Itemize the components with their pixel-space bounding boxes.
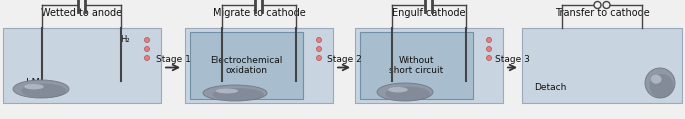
Ellipse shape — [388, 87, 408, 92]
Text: Migrate to cathode: Migrate to cathode — [212, 8, 306, 18]
Text: Stage 2: Stage 2 — [327, 55, 362, 64]
Bar — [522, 28, 682, 103]
Ellipse shape — [386, 87, 430, 101]
Ellipse shape — [21, 84, 66, 98]
Circle shape — [316, 47, 321, 52]
Ellipse shape — [212, 88, 264, 101]
Bar — [3, 28, 161, 103]
Bar — [190, 32, 303, 99]
Ellipse shape — [216, 89, 238, 93]
Bar — [360, 32, 473, 99]
Text: Electrochemical
oxidation: Electrochemical oxidation — [210, 56, 283, 75]
Circle shape — [145, 37, 149, 42]
Ellipse shape — [651, 75, 662, 84]
Circle shape — [603, 2, 610, 8]
Bar — [355, 28, 503, 103]
Text: Stage 3: Stage 3 — [495, 55, 530, 64]
Circle shape — [145, 55, 149, 60]
Ellipse shape — [649, 74, 673, 98]
Text: LM: LM — [26, 78, 40, 88]
Bar — [185, 28, 333, 103]
Ellipse shape — [377, 83, 433, 101]
Text: Transfer to cathode: Transfer to cathode — [555, 8, 649, 18]
Ellipse shape — [24, 84, 44, 89]
Text: H₂: H₂ — [120, 35, 130, 45]
Circle shape — [316, 55, 321, 60]
Circle shape — [145, 47, 149, 52]
Text: Stage 1: Stage 1 — [155, 55, 190, 64]
Ellipse shape — [13, 80, 69, 98]
Text: Wetted to anode: Wetted to anode — [41, 8, 123, 18]
Text: Without
short circuit: Without short circuit — [389, 56, 444, 75]
Circle shape — [486, 47, 492, 52]
Circle shape — [316, 37, 321, 42]
Text: Detach: Detach — [534, 84, 566, 92]
Ellipse shape — [203, 85, 267, 101]
Text: Engulf cathode: Engulf cathode — [393, 8, 466, 18]
Circle shape — [594, 2, 601, 8]
Ellipse shape — [645, 68, 675, 98]
Circle shape — [486, 37, 492, 42]
Circle shape — [486, 55, 492, 60]
